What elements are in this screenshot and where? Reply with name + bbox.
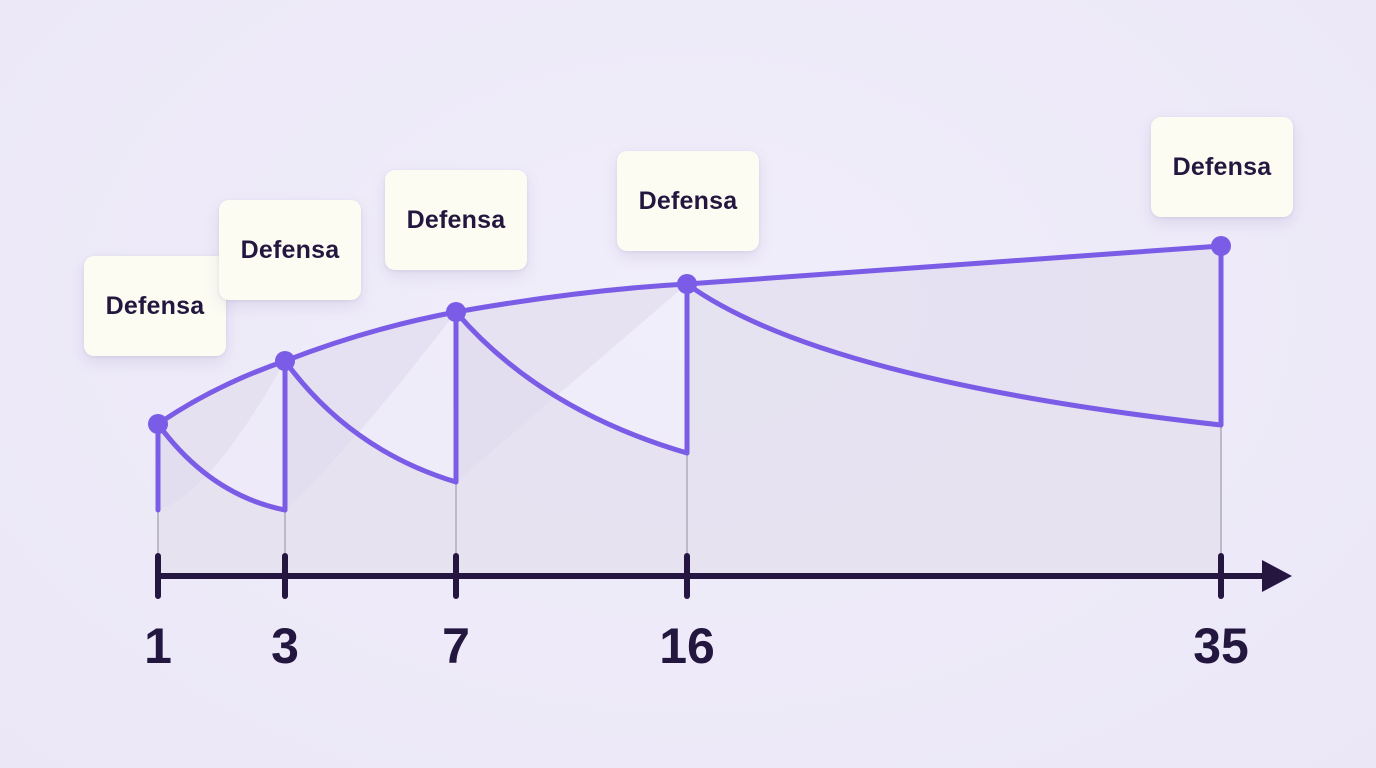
forgetting-curve-2 [282,309,459,485]
defense-callout-2: Defensa [219,200,361,300]
forgetting-curve-1 [155,358,288,513]
envelope-region [158,246,1221,510]
review-point-4 [677,274,697,294]
callout-label: Defensa [406,205,506,234]
retention-envelope-curve [155,243,1224,427]
axis-arrow-head [1262,560,1292,592]
time-axis [155,553,1271,599]
review-points [148,236,1231,434]
forgetting-curves [155,243,1224,513]
defense-callout-5: Defensa [1151,117,1293,217]
tick-label-16: 16 [659,618,715,674]
callout-label: Defensa [1172,152,1272,181]
tick-label-7: 7 [442,618,470,674]
defense-callout-3: Defensa [385,170,527,270]
review-point-3 [446,302,466,322]
forgetting-curve-4 [684,243,1224,428]
callout-label: Defensa [638,186,738,215]
defense-callout-4: Defensa [617,151,759,251]
callout-label: Defensa [240,235,340,264]
tick-label-3: 3 [271,618,299,674]
callout-label: Defensa [105,291,205,320]
review-point-1 [148,414,168,434]
defense-callout-1: Defensa [84,256,226,356]
review-point-5 [1211,236,1231,256]
tick-label-35: 35 [1193,618,1249,674]
tick-label-1: 1 [144,618,172,674]
review-point-2 [275,351,295,371]
guide-lines [157,425,1222,558]
shaded-region-4 [687,284,1221,575]
forgetting-curve-3 [453,281,690,456]
